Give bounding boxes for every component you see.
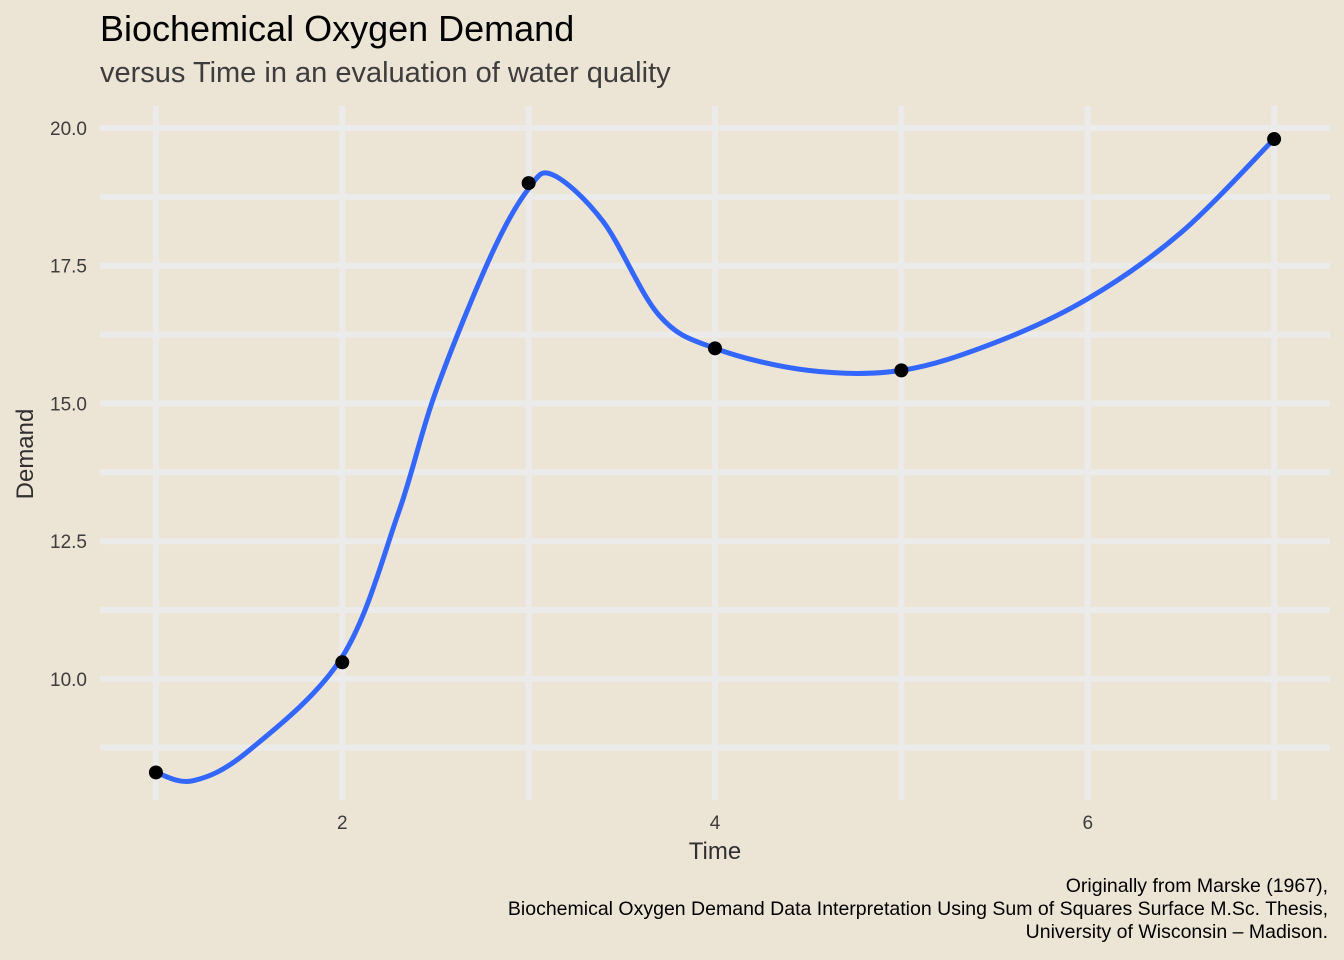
data-point — [148, 765, 163, 780]
y-tick-label: 17.5 — [50, 257, 87, 278]
data-point — [894, 363, 909, 378]
data-point — [335, 655, 350, 670]
y-tick-labels: 10.0 12.5 15.0 17.5 20.0 — [50, 119, 87, 691]
chart-caption: Originally from Marske (1967), Biochemic… — [508, 875, 1328, 944]
x-tick-label: 6 — [1082, 813, 1093, 834]
x-tick-label: 4 — [710, 813, 721, 834]
x-tick-labels: 2 4 6 — [337, 813, 1093, 834]
data-point — [1267, 132, 1282, 147]
x-axis-title: Time — [689, 838, 741, 865]
points-layer — [148, 132, 1282, 780]
grid-major — [100, 106, 1330, 800]
caption-line-2: Biochemical Oxygen Demand Data Interpret… — [507, 898, 1328, 920]
y-tick-label: 15.0 — [50, 394, 87, 415]
chart-subtitle: versus Time in an evaluation of water qu… — [100, 57, 671, 89]
y-tick-label: 20.0 — [50, 119, 87, 140]
data-point — [708, 341, 722, 356]
y-tick-label: 12.5 — [50, 532, 87, 553]
chart-title: Biochemical Oxygen Demand — [100, 8, 575, 49]
y-tick-label: 10.0 — [50, 670, 87, 691]
caption-line-1: Originally from Marske (1967), — [1065, 875, 1328, 897]
data-point — [521, 176, 536, 191]
caption-line-3: University of Wisconsin – Madison. — [1025, 921, 1328, 943]
y-axis-title: Demand — [12, 409, 39, 500]
x-tick-label: 2 — [337, 813, 348, 834]
